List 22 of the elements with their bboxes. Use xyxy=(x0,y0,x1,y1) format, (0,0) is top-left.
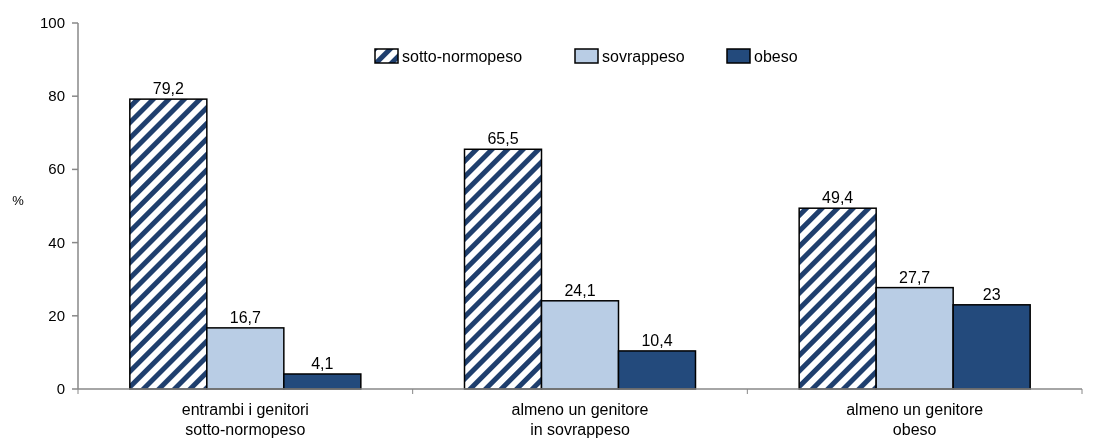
data-label: 4,1 xyxy=(311,354,334,372)
x-tick-label: entrambi i genitori sotto-normopeso xyxy=(181,401,309,438)
data-label: 10,4 xyxy=(641,331,673,349)
data-label: 27,7 xyxy=(899,268,931,286)
data-label: 23 xyxy=(982,285,1001,303)
x-tick-label: almeno un genitore in sovrappeso xyxy=(511,401,649,438)
y-tick-label: 60 xyxy=(48,160,65,178)
legend-label: obeso xyxy=(754,48,798,65)
data-label: 79,2 xyxy=(152,80,185,98)
data-label: 24,1 xyxy=(564,281,596,299)
legend-label: sovrappeso xyxy=(602,48,685,65)
x-tick-label: almeno un genitore obeso xyxy=(846,401,984,438)
y-tick-label: 80 xyxy=(48,87,65,105)
data-label: 16,7 xyxy=(229,308,262,326)
y-axis-title: % xyxy=(12,193,25,208)
data-label: 49,4 xyxy=(822,189,854,207)
y-tick-label: 100 xyxy=(39,14,65,31)
y-tick-label: 20 xyxy=(48,306,65,324)
data-label: 65,5 xyxy=(487,130,519,148)
y-tick-label: 0 xyxy=(56,380,65,397)
y-tick-label: 40 xyxy=(48,233,65,251)
legend-label: sotto-normopeso xyxy=(402,48,523,65)
